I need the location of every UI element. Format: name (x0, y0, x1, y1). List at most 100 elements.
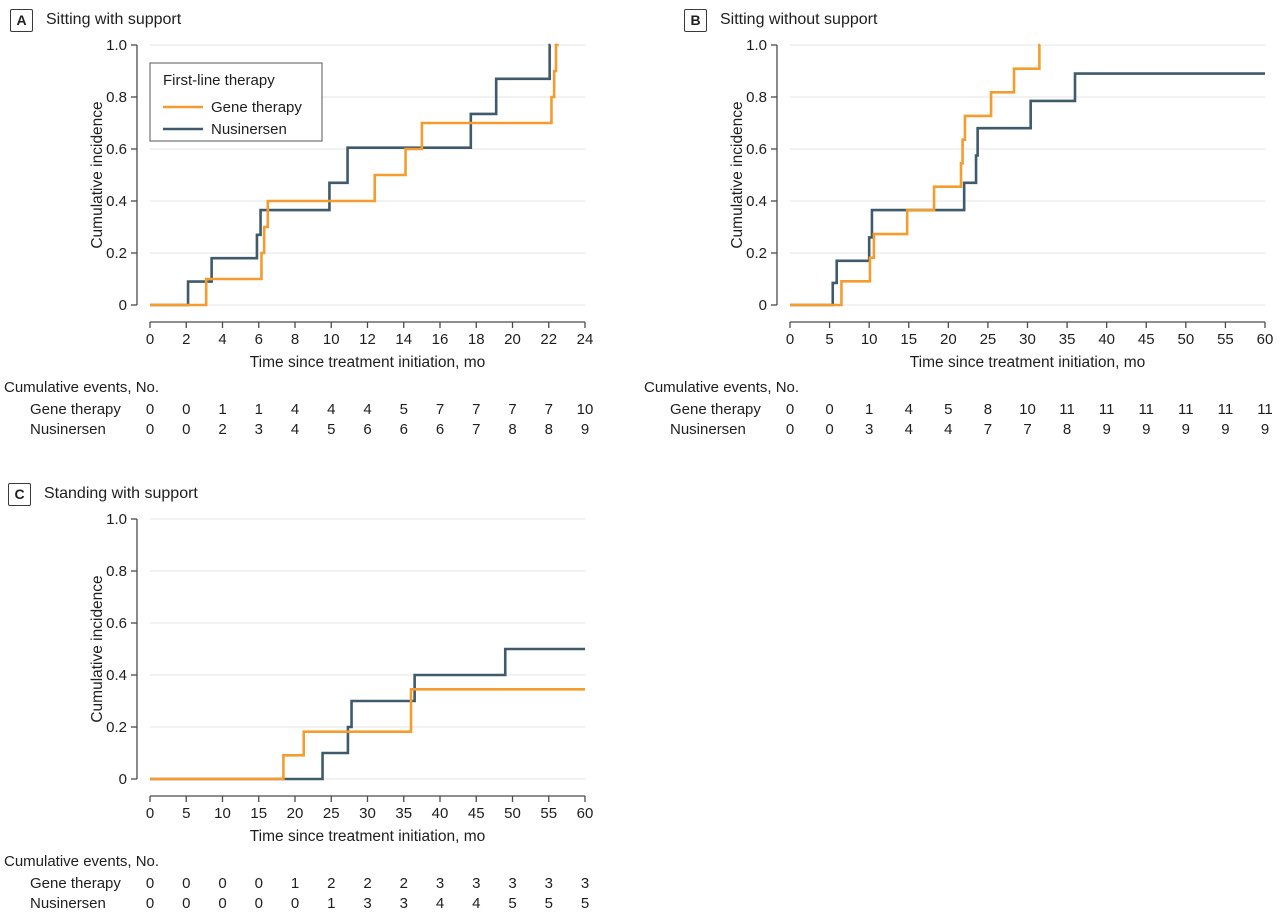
x-tick-label: 0 (146, 331, 154, 348)
events-value: 10 (577, 401, 594, 418)
events-value: 2 (327, 875, 335, 892)
x-tick-label: 30 (359, 805, 376, 822)
events-value: 7 (508, 401, 516, 418)
events-value: 0 (146, 421, 154, 438)
events-value: 11 (1218, 401, 1234, 418)
x-tick-label: 22 (540, 331, 557, 348)
panel-letter-badge: B (684, 8, 707, 32)
y-tick-label: 0 (119, 771, 127, 788)
y-tick-label: 0.2 (746, 245, 767, 262)
x-tick-label: 24 (577, 331, 594, 348)
events-row-label-gene-therapy: Gene therapy (30, 401, 121, 418)
events-table-title: Cumulative events, No. (644, 379, 799, 396)
y-axis-title: Cumulative incidence (89, 575, 106, 722)
events-value: 2 (363, 875, 371, 892)
y-tick-label: 0.6 (106, 141, 127, 158)
events-value: 11 (1059, 401, 1075, 418)
panel-header-a: A Sitting with support (10, 8, 640, 32)
events-row-label-gene-therapy: Gene therapy (670, 401, 761, 418)
events-value: 3 (400, 895, 408, 912)
x-tick-label: 16 (432, 331, 449, 348)
events-value: 8 (545, 421, 553, 438)
events-value: 4 (363, 401, 371, 418)
events-value: 5 (581, 895, 589, 912)
events-value: 4 (327, 401, 335, 418)
events-value: 1 (327, 895, 335, 912)
series-line-nusinersen (790, 72, 1265, 307)
events-value: 4 (291, 421, 299, 438)
x-tick-label: 10 (214, 805, 231, 822)
y-tick-label: 0.4 (746, 193, 767, 210)
events-value: 8 (1063, 421, 1071, 438)
y-tick-label: 0 (119, 297, 127, 314)
x-tick-label: 40 (1098, 331, 1115, 348)
x-tick-label: 6 (255, 331, 263, 348)
events-value: 9 (1221, 421, 1229, 438)
x-tick-label: 50 (504, 805, 521, 822)
events-value: 4 (905, 421, 913, 438)
events-value: 0 (786, 401, 794, 418)
events-value: 11 (1099, 401, 1115, 418)
events-value: 11 (1257, 401, 1273, 418)
x-tick-label: 0 (786, 331, 794, 348)
x-tick-label: 35 (395, 805, 412, 822)
y-tick-label: 0.4 (106, 193, 127, 210)
events-value: 0 (182, 895, 190, 912)
events-value: 5 (508, 895, 516, 912)
events-value: 0 (218, 875, 226, 892)
x-tick-label: 18 (468, 331, 485, 348)
events-value: 9 (1182, 421, 1190, 438)
x-tick-label: 35 (1059, 331, 1076, 348)
panel-title: Sitting with support (46, 11, 182, 28)
events-value: 1 (255, 401, 263, 418)
y-tick-label: 0.8 (106, 563, 127, 580)
events-value: 3 (436, 875, 444, 892)
events-value: 7 (436, 401, 444, 418)
events-value: 0 (146, 401, 154, 418)
panel-header-b: B Sitting without support (684, 8, 1280, 32)
y-tick-label: 0.8 (106, 89, 127, 106)
events-value: 0 (255, 875, 263, 892)
panel-standing-with-support: C Standing with support 0 0.2 0.4 0.6 0.8 1.0… (0, 456, 640, 912)
y-tick-label: 0.2 (106, 245, 127, 262)
events-value: 9 (581, 421, 589, 438)
events-value: 3 (865, 421, 873, 438)
events-value: 0 (255, 895, 263, 912)
series-line-gene-therapy (150, 688, 585, 781)
events-value: 0 (146, 875, 154, 892)
x-axis-title: Time since treatment initiation, mo (910, 354, 1145, 371)
events-row-label-gene-therapy: Gene therapy (30, 875, 121, 892)
x-tick-label: 8 (291, 331, 299, 348)
events-value: 7 (472, 421, 480, 438)
events-value: 1 (218, 401, 226, 418)
events-value: 5 (944, 401, 952, 418)
x-tick-label: 50 (1177, 331, 1194, 348)
events-value: 5 (400, 401, 408, 418)
panel-sitting-with-support: A Sitting with support 0 0.2 0.4 0.6 0.8 1.0 C… (0, 0, 640, 456)
events-value: 3 (581, 875, 589, 892)
x-tick-label: 30 (1019, 331, 1036, 348)
events-value: 1 (865, 401, 873, 418)
x-tick-label: 55 (540, 805, 557, 822)
x-axis-title: Time since treatment initiation, mo (250, 828, 485, 845)
x-tick-label: 20 (504, 331, 521, 348)
x-axis-title: Time since treatment initiation, mo (250, 354, 485, 371)
y-axis-title: Cumulative incidence (729, 101, 746, 248)
y-tick-label: 0.2 (106, 719, 127, 736)
events-value: 7 (1023, 421, 1031, 438)
panel-header-c: C Standing with support (8, 482, 640, 506)
events-value: 0 (182, 421, 190, 438)
events-value: 0 (786, 421, 794, 438)
x-tick-label: 0 (146, 805, 154, 822)
events-value: 4 (436, 895, 444, 912)
events-value: 3 (472, 875, 480, 892)
x-tick-label: 40 (432, 805, 449, 822)
x-tick-label: 45 (1138, 331, 1155, 348)
y-tick-label: 0.8 (746, 89, 767, 106)
events-value: 0 (291, 895, 299, 912)
y-tick-label: 0 (759, 297, 767, 314)
panel-title: Sitting without support (720, 11, 878, 28)
x-tick-label: 5 (825, 331, 833, 348)
x-tick-label: 20 (287, 805, 304, 822)
